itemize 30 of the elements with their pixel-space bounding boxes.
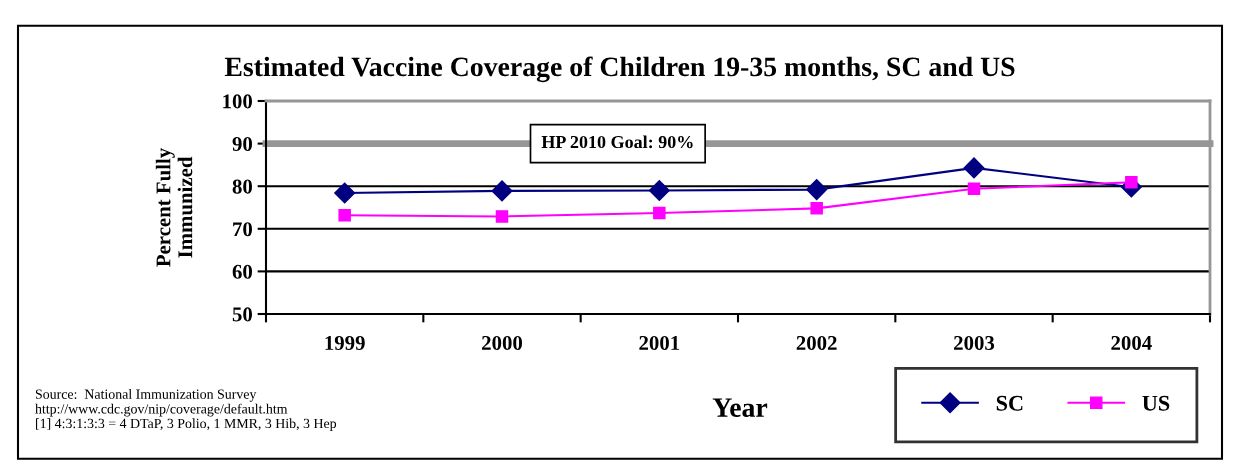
point [648, 179, 670, 201]
chart-title: Estimated Vaccine Coverage of Children 19-35 months, SC and US [224, 56, 1015, 83]
point [967, 182, 981, 196]
y-axis-title: Percent Fully Immunized [155, 148, 193, 267]
x-tick-label: 2000 [482, 335, 523, 350]
x-axis-title: Year [712, 398, 768, 417]
x-tick-label: 2004 [1111, 335, 1152, 350]
point [491, 180, 513, 202]
point [806, 179, 828, 201]
legend-label: US [1142, 395, 1170, 411]
legend-label: SC [996, 395, 1023, 411]
x-tick-label: 2001 [639, 335, 680, 350]
y-tick-label: 100 [223, 94, 253, 109]
point [338, 208, 351, 222]
x-tick-label: 2003 [954, 335, 995, 350]
x-tick-label: 1999 [325, 335, 365, 350]
ref-line-label: HP 2010 Goal: 90% [541, 135, 693, 149]
point [653, 206, 666, 220]
point [1125, 176, 1138, 189]
source-note: Source: National Immunization Survey http://www.cdc.gov/nip/coverage/default.htm [1] 4:3:1:3:3 = 4 DTaP, 3 Polio, 1 MMR, 3 Hib, 3 Hep [35, 389, 337, 431]
y-tick-label: 90 [232, 136, 253, 152]
y-tick-label: 70 [233, 222, 253, 237]
y-tick-label: 80 [232, 179, 253, 194]
point [963, 157, 985, 179]
point [810, 202, 823, 215]
y-tick-label: 50 [232, 307, 253, 322]
y-tick-label: 60 [232, 264, 253, 279]
point [334, 182, 356, 204]
point [495, 210, 509, 223]
x-tick-label: 2002 [796, 335, 837, 350]
